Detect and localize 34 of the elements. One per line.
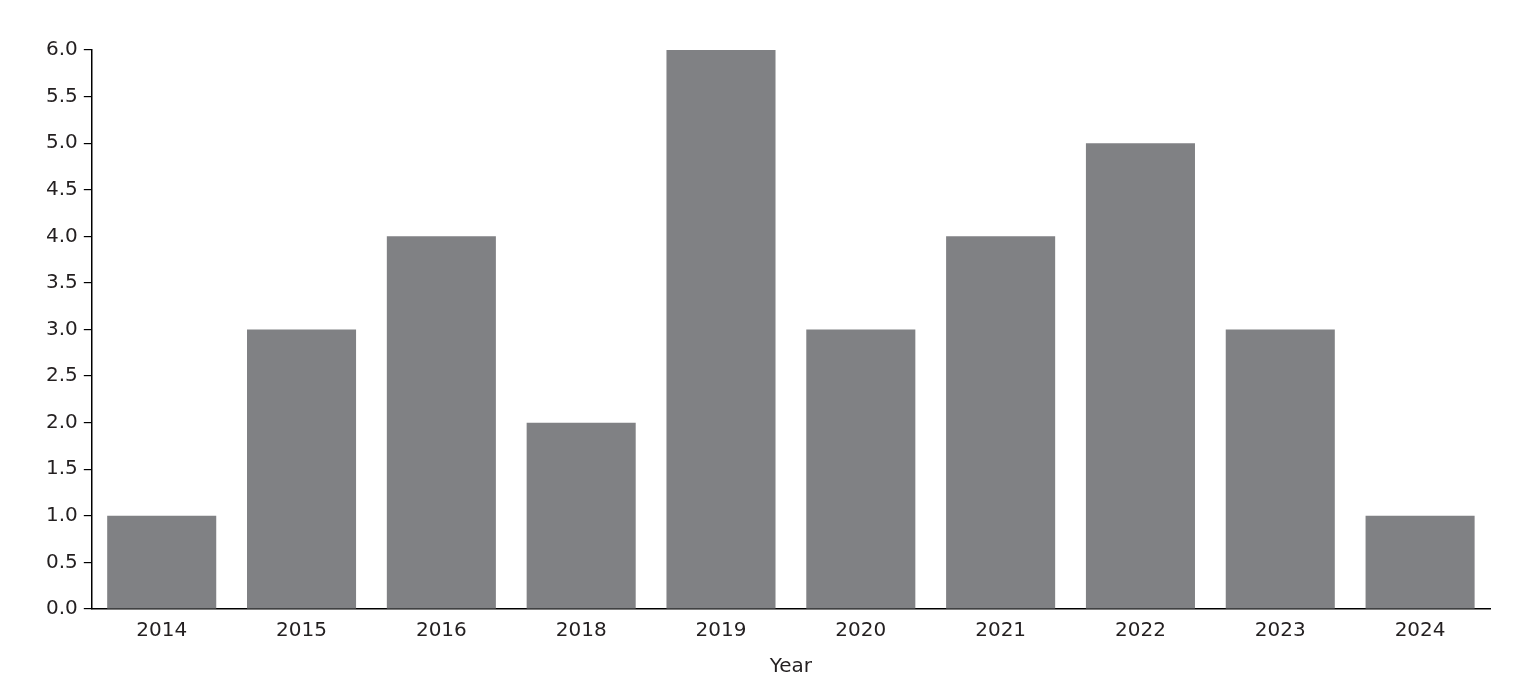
y-tick-label: 3.5 (45, 269, 78, 294)
bar (806, 329, 916, 609)
x-tick-label: 2023 (1254, 617, 1306, 642)
y-tick-label: 0.0 (45, 595, 78, 620)
x-tick-label: 2020 (835, 617, 887, 642)
bar (1365, 515, 1475, 609)
y-tick-label: 3.0 (45, 315, 78, 340)
bar (1085, 143, 1195, 609)
x-tick-label: 2018 (555, 617, 607, 642)
x-tick-label: 2014 (136, 617, 188, 642)
y-tick-label: 4.5 (45, 175, 78, 200)
y-tick-label: 5.0 (45, 129, 78, 154)
y-tick-label: 4.0 (45, 222, 78, 247)
bar (666, 50, 776, 609)
bar (107, 515, 217, 609)
bar (946, 236, 1056, 609)
bar (526, 422, 636, 609)
y-tick-label: 6.0 (45, 36, 78, 61)
y-tick-label: 2.0 (45, 408, 78, 433)
x-axis-title: Year (768, 653, 813, 678)
x-tick-label: 2015 (276, 617, 327, 642)
y-tick-label: 2.5 (45, 362, 78, 387)
x-tick-label: 2019 (695, 617, 747, 642)
x-tick-label: 2022 (1115, 617, 1166, 642)
bar (1225, 329, 1335, 609)
y-tick-label: 0.5 (45, 548, 78, 573)
x-tick-label: 2016 (415, 617, 467, 642)
bar (247, 329, 357, 609)
x-tick-label: 2024 (1394, 617, 1446, 642)
y-tick-label: 1.5 (45, 455, 78, 480)
y-tick-label: 1.0 (45, 502, 78, 527)
x-tick-label: 2021 (975, 617, 1027, 642)
y-tick-label: 5.5 (45, 82, 78, 107)
bar (386, 236, 496, 609)
